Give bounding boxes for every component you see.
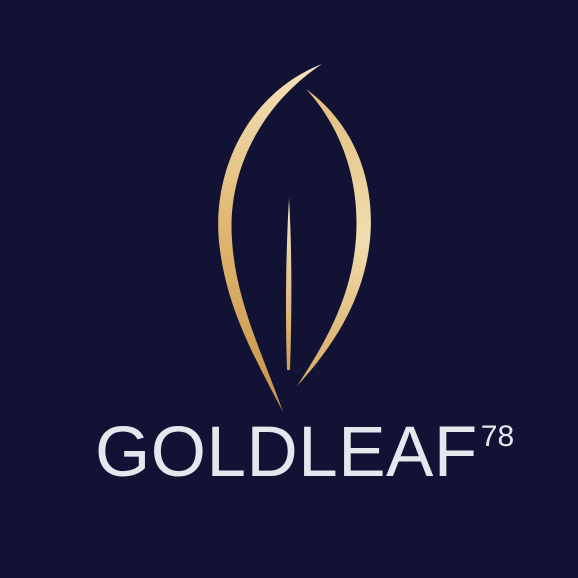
brand-superscript: 78	[480, 420, 515, 453]
leaf-vein	[285, 198, 292, 370]
brand-wordmark: GOLDLEAF 78	[95, 413, 515, 492]
leaf-right-stroke	[297, 89, 371, 386]
leaf-left-stroke	[218, 64, 322, 412]
brand-name: GOLDLEAF	[95, 413, 478, 492]
